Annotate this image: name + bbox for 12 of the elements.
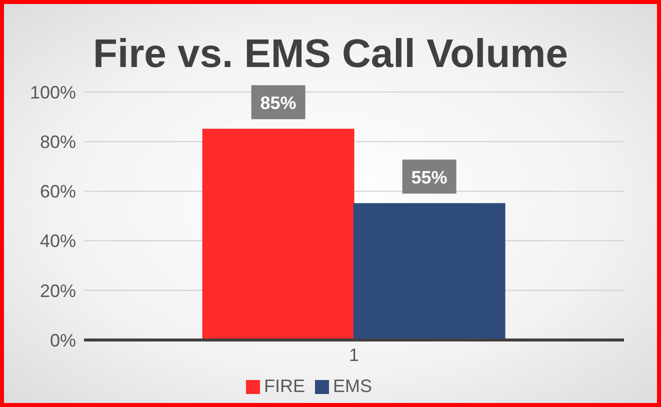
chart-title: Fire vs. EMS Call Volume <box>92 32 569 78</box>
y-tick-label: 100% <box>30 82 76 102</box>
y-tick-label: 20% <box>40 280 76 301</box>
legend-label: FIRE <box>264 376 305 396</box>
data-label: 85% <box>260 93 296 114</box>
data-label: 55% <box>411 168 448 188</box>
y-tick-label: 0% <box>50 330 76 350</box>
y-tick-label: 80% <box>40 132 76 152</box>
x-tick-label: 1 <box>348 344 360 365</box>
y-tick-label: 60% <box>40 182 76 202</box>
y-tick-label: 40% <box>40 231 76 252</box>
legend-label: EMS <box>333 376 372 396</box>
